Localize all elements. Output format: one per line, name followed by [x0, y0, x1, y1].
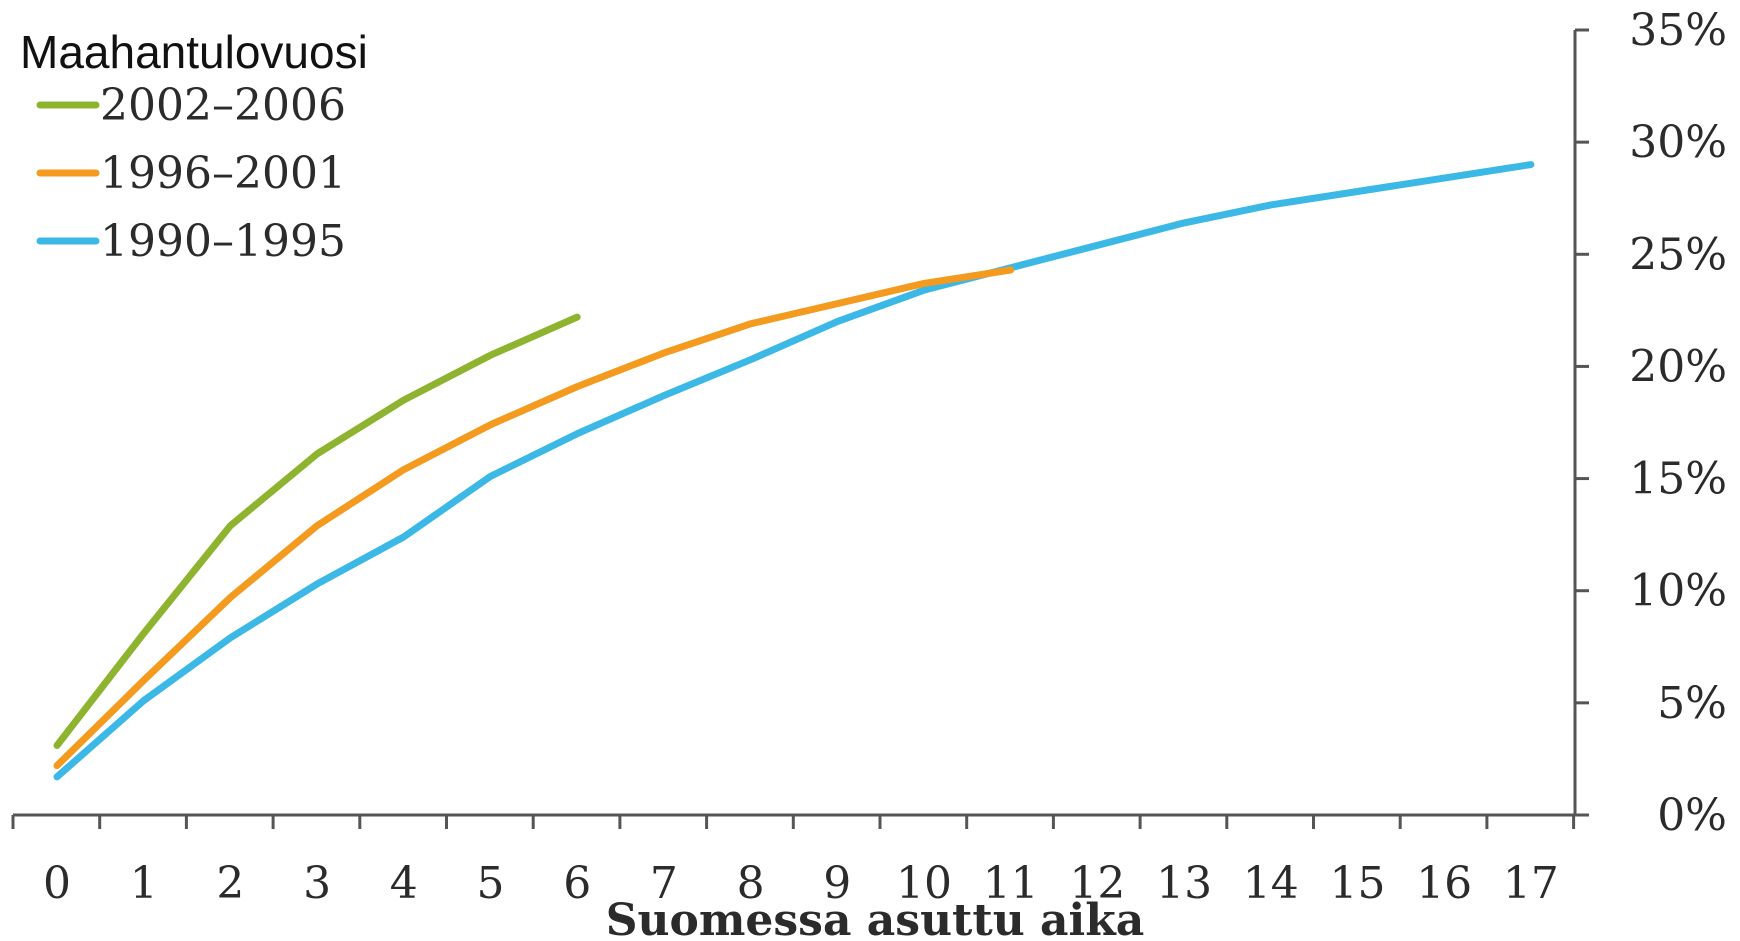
x-axis-title: Suomessa asuttu aika: [606, 895, 1144, 941]
x-tick-label: 5: [477, 858, 505, 909]
x-tick-label: 16: [1416, 858, 1472, 909]
x-tick-label: 1: [130, 858, 158, 909]
x-tick-label: 4: [390, 858, 418, 909]
x-tick-label: 15: [1330, 858, 1386, 909]
series-lines: [53, 161, 1535, 781]
x-tick-label: 2: [216, 858, 244, 909]
y-tick-label: 15%: [1629, 454, 1727, 505]
y-tick-label: 20%: [1629, 341, 1727, 392]
x-tick-label: 9: [823, 858, 851, 909]
y-tick-label: 10%: [1629, 566, 1727, 617]
x-tick-label: 13: [1156, 858, 1212, 909]
x-tick-label: 17: [1503, 858, 1559, 909]
legend: Maahantulovuosi 2002–2006 1996–2001 1990–1…: [20, 26, 368, 267]
legend-label: 1996–2001: [100, 148, 346, 199]
y-tick-label: 25%: [1629, 229, 1727, 280]
y-tick-label: 30%: [1629, 117, 1727, 168]
x-tick-label: 14: [1243, 858, 1299, 909]
series-line: [53, 313, 581, 749]
series-line: [53, 266, 1015, 770]
x-tick-label: 8: [737, 858, 765, 909]
y-tick-label: 0%: [1657, 790, 1727, 841]
series-line: [53, 161, 1535, 781]
x-tick-label: 11: [983, 858, 1039, 909]
x-tick-label: 3: [303, 858, 331, 909]
x-tick-label: 10: [896, 858, 952, 909]
legend-title: Maahantulovuosi: [20, 26, 368, 78]
legend-label: 2002–2006: [100, 80, 346, 131]
x-tick-label: 7: [650, 858, 678, 909]
y-tick-label: 35%: [1629, 5, 1727, 56]
legend-label: 1990–1995: [100, 216, 346, 267]
x-tick-label: 6: [563, 858, 591, 909]
chart-axes: [11, 28, 1589, 829]
x-tick-label: 12: [1069, 858, 1125, 909]
tick-labels: 0 1 2 3 4 5 6 7 8 9 10 11 12 13 14 15 16 170%5%10%15%20%2…: [43, 5, 1727, 909]
y-tick-label: 5%: [1657, 678, 1727, 729]
x-tick-label: 0: [43, 858, 71, 909]
